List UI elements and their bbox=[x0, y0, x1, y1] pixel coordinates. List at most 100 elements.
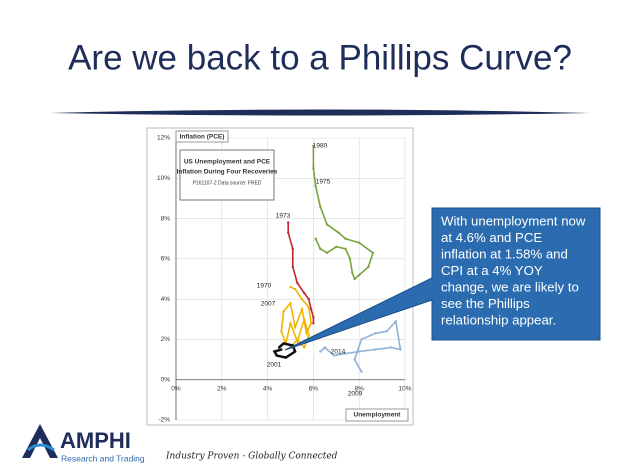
point bbox=[287, 221, 290, 224]
annotation: 1980 bbox=[313, 143, 328, 150]
x-label-box bbox=[345, 408, 409, 422]
point bbox=[374, 332, 377, 335]
point bbox=[289, 301, 292, 305]
point bbox=[282, 310, 285, 313]
point bbox=[305, 332, 308, 335]
callout-line: change, we are likely to bbox=[441, 279, 579, 294]
point bbox=[273, 350, 276, 353]
point bbox=[312, 322, 315, 325]
y-label-box bbox=[175, 130, 229, 143]
point bbox=[289, 285, 292, 289]
point bbox=[367, 265, 370, 269]
point bbox=[394, 320, 398, 323]
callout-line: CPI at a 4% YOY bbox=[441, 263, 543, 278]
point bbox=[314, 185, 317, 188]
point bbox=[332, 354, 336, 357]
point bbox=[360, 338, 363, 341]
point bbox=[307, 306, 311, 309]
y-axis-label: Inflation (PCE) bbox=[180, 134, 225, 141]
point bbox=[312, 316, 315, 319]
logo-mark bbox=[22, 424, 58, 458]
annotation: 1975 bbox=[316, 179, 331, 186]
point bbox=[300, 308, 304, 311]
point bbox=[312, 167, 315, 170]
point bbox=[390, 346, 393, 349]
point bbox=[325, 223, 329, 226]
point bbox=[291, 247, 294, 250]
chart-title: US Unemployment and PCE bbox=[184, 159, 271, 166]
point bbox=[312, 144, 315, 148]
point bbox=[358, 350, 361, 353]
point bbox=[307, 334, 311, 337]
point bbox=[296, 340, 299, 343]
point bbox=[309, 322, 313, 325]
annotation: 1970 bbox=[257, 283, 272, 290]
point bbox=[348, 257, 352, 261]
point bbox=[358, 273, 361, 277]
callout-line: With unemployment now bbox=[441, 213, 586, 228]
point bbox=[287, 231, 290, 234]
point bbox=[319, 350, 322, 353]
point bbox=[309, 308, 313, 311]
x-tick-label: 2% bbox=[217, 385, 227, 392]
point bbox=[307, 297, 311, 301]
point bbox=[314, 237, 317, 240]
y-tick-label: 10% bbox=[157, 175, 170, 182]
logo-swoosh bbox=[27, 443, 55, 452]
x-tick-label: 4% bbox=[263, 385, 273, 392]
chart-title: Inflation During Four Recoveries bbox=[177, 169, 278, 176]
point bbox=[353, 277, 356, 281]
point bbox=[289, 322, 292, 325]
point bbox=[323, 346, 327, 349]
logo-text: AMPHI bbox=[60, 428, 131, 453]
point bbox=[374, 348, 377, 351]
x-tick-label: 10% bbox=[398, 385, 411, 392]
chart-subtitle: P161107-2 Data source: FRED bbox=[193, 180, 262, 186]
y-tick-label: -2% bbox=[158, 417, 170, 424]
point bbox=[275, 354, 278, 357]
point bbox=[280, 348, 283, 351]
annotation: 1973 bbox=[276, 213, 291, 220]
point bbox=[385, 330, 388, 333]
point bbox=[296, 281, 299, 285]
annotation: 2009 bbox=[348, 391, 363, 398]
point bbox=[293, 350, 297, 353]
x-tick-label: 6% bbox=[309, 385, 319, 392]
callout-text: With unemployment now at 4.6% and PCEinfl… bbox=[441, 213, 586, 327]
callout-line: at 4.6% and PCE bbox=[441, 230, 542, 245]
series-line bbox=[287, 222, 315, 324]
point bbox=[353, 358, 356, 361]
point bbox=[282, 342, 285, 345]
annotation: 2014 bbox=[331, 349, 346, 356]
point bbox=[319, 247, 322, 250]
annotation: 2001 bbox=[267, 362, 282, 369]
point bbox=[337, 231, 340, 234]
callout-line: inflation at 1.58% and bbox=[441, 246, 568, 261]
point bbox=[344, 237, 347, 240]
chart-title-box bbox=[179, 149, 275, 201]
point bbox=[325, 251, 329, 255]
y-tick-label: 0% bbox=[161, 376, 171, 383]
point bbox=[303, 346, 306, 349]
x-axis-label: Unemployment bbox=[354, 412, 402, 419]
y-tick-label: 6% bbox=[161, 256, 171, 263]
point bbox=[284, 356, 288, 359]
point bbox=[344, 247, 347, 250]
y-tick-label: 8% bbox=[161, 215, 171, 222]
slide-title: Are we back to a Phillips Curve? bbox=[68, 38, 572, 77]
point bbox=[291, 265, 294, 269]
series-line bbox=[319, 319, 402, 373]
point bbox=[300, 297, 304, 301]
point bbox=[360, 370, 363, 373]
y-tick-label: 2% bbox=[161, 336, 171, 343]
point bbox=[319, 205, 322, 208]
logo-subtext: Research and Trading bbox=[61, 453, 145, 463]
point bbox=[296, 338, 299, 341]
point bbox=[293, 287, 297, 291]
x-tick-label: 8% bbox=[354, 385, 364, 392]
point bbox=[277, 346, 281, 349]
callout-line: relationship appear. bbox=[441, 312, 556, 327]
y-tick-label: 12% bbox=[157, 135, 170, 142]
callout-line: see the Phillips bbox=[441, 296, 530, 311]
